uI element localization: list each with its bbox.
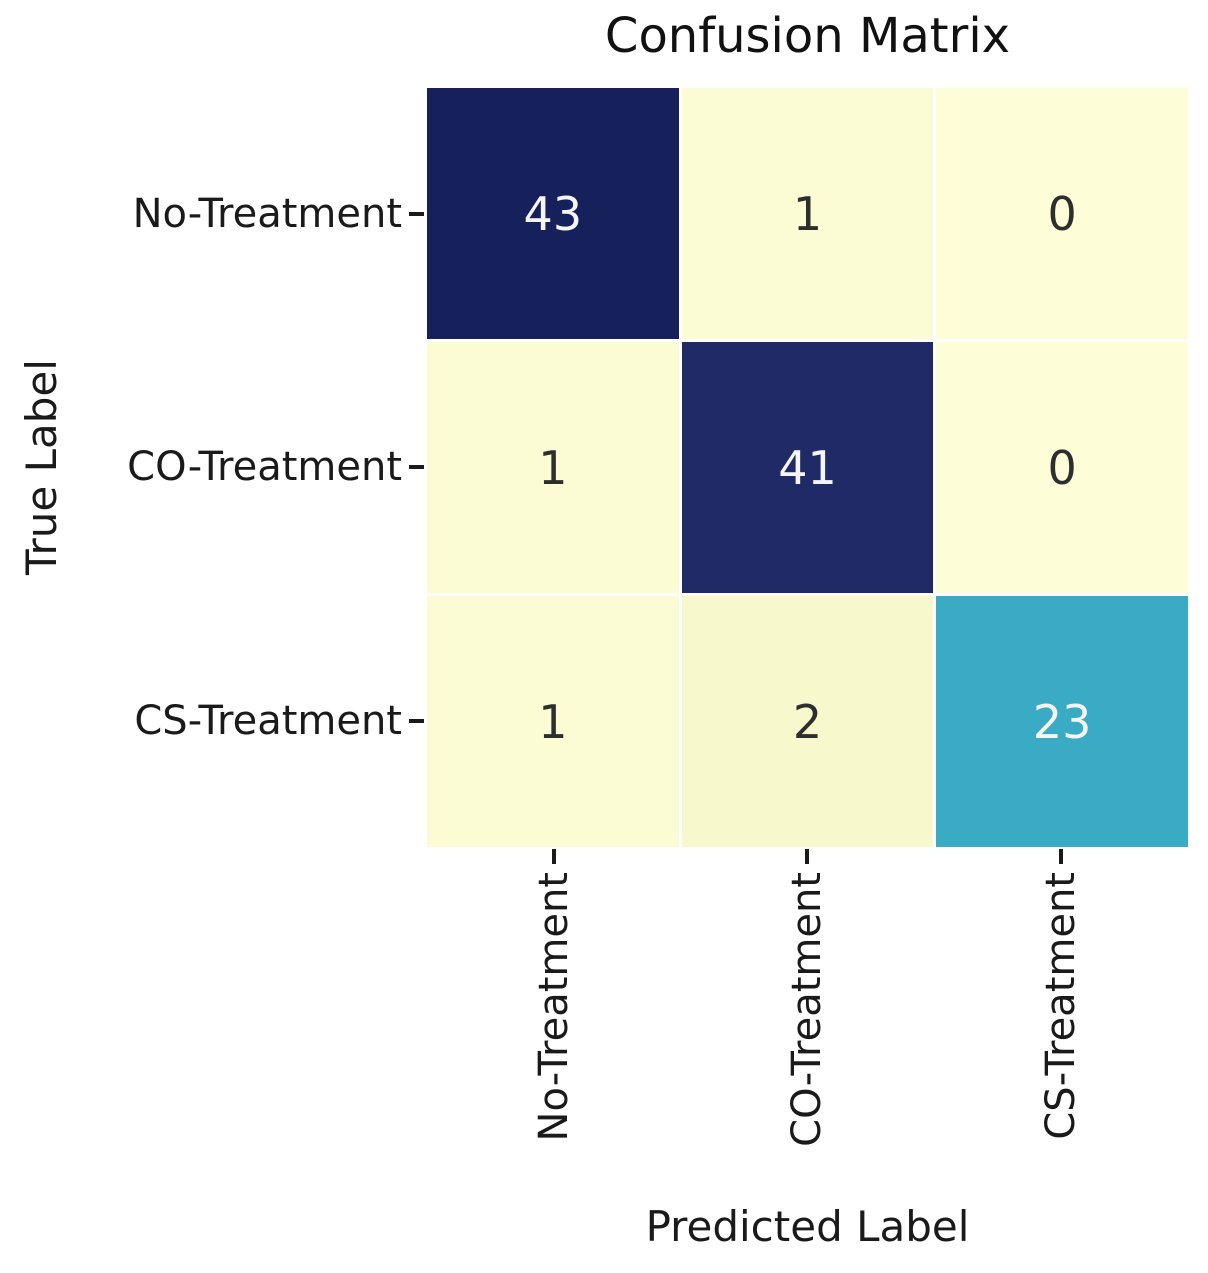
matrix-cell-r0c0: 43: [427, 88, 679, 339]
y-tick-label-no-treatment: No-Treatment: [132, 191, 402, 237]
x-tick-label-no-treatment: No-Treatment: [531, 872, 577, 1142]
matrix-cell-r2c2: 23: [936, 596, 1188, 847]
matrix-cell-r0c2: 0: [936, 88, 1188, 339]
x-tick-mark: [805, 849, 809, 864]
x-tick-label-cs-treatment: CS-Treatment: [1038, 872, 1084, 1140]
x-axis-label: Predicted Label: [645, 1202, 970, 1251]
matrix-cell-r2c1: 2: [681, 596, 934, 847]
y-tick-label-co-treatment: CO-Treatment: [127, 444, 402, 490]
matrix-cell-r2c0: 1: [427, 596, 679, 847]
x-tick-mark: [552, 849, 556, 864]
matrix-cell-r1c0: 1: [427, 342, 679, 593]
x-tick-label-co-treatment: CO-Treatment: [784, 872, 830, 1147]
y-tick-mark: [409, 212, 424, 216]
y-tick-mark: [409, 465, 424, 469]
heatmap-grid: 43 1 0 1 41 0 1 2 23: [427, 88, 1188, 847]
y-tick-label-cs-treatment: CS-Treatment: [134, 698, 402, 744]
matrix-cell-r0c1: 1: [681, 88, 934, 339]
matrix-cell-r1c2: 0: [936, 342, 1188, 593]
chart-title: Confusion Matrix: [604, 8, 1011, 64]
y-tick-mark: [409, 719, 424, 723]
matrix-cell-r1c1: 41: [681, 342, 934, 593]
x-tick-mark: [1059, 849, 1063, 864]
